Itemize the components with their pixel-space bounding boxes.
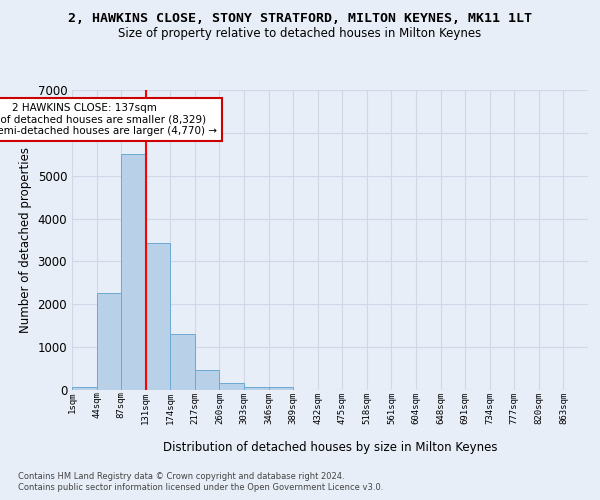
Y-axis label: Number of detached properties: Number of detached properties xyxy=(19,147,32,333)
Text: Distribution of detached houses by size in Milton Keynes: Distribution of detached houses by size … xyxy=(163,441,497,454)
Text: 2, HAWKINS CLOSE, STONY STRATFORD, MILTON KEYNES, MK11 1LT: 2, HAWKINS CLOSE, STONY STRATFORD, MILTO… xyxy=(68,12,532,26)
Text: Size of property relative to detached houses in Milton Keynes: Size of property relative to detached ho… xyxy=(118,28,482,40)
Bar xyxy=(269,386,293,390)
Bar xyxy=(97,292,121,390)
Text: Contains public sector information licensed under the Open Government Licence v3: Contains public sector information licen… xyxy=(18,484,383,492)
Text: 2 HAWKINS CLOSE: 137sqm
← 63% of detached houses are smaller (8,329)
36% of semi: 2 HAWKINS CLOSE: 137sqm ← 63% of detache… xyxy=(0,103,217,136)
Bar xyxy=(220,383,244,390)
Bar xyxy=(170,334,195,390)
Bar xyxy=(146,244,170,390)
Bar xyxy=(244,386,269,390)
Bar xyxy=(195,370,220,390)
Text: Contains HM Land Registry data © Crown copyright and database right 2024.: Contains HM Land Registry data © Crown c… xyxy=(18,472,344,481)
Bar xyxy=(72,387,97,390)
Bar xyxy=(121,154,146,390)
